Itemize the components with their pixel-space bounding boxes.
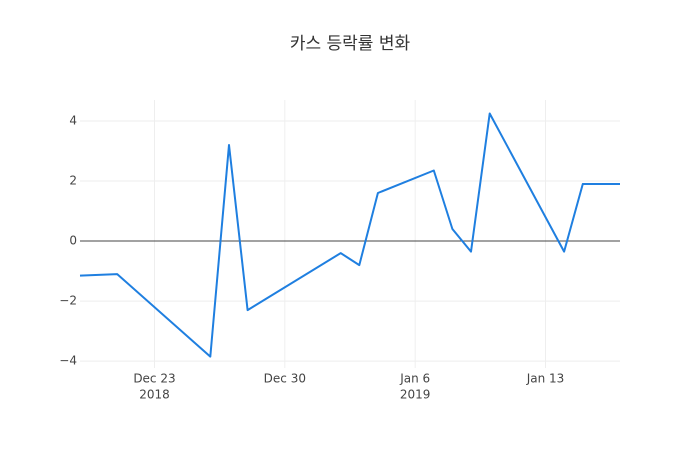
y-tick-label: −4: [59, 354, 77, 368]
x-tick-label: Jan 6: [399, 372, 430, 386]
x-tick-label: Dec 30: [264, 372, 306, 386]
chart-title: 카스 등락률 변화: [290, 34, 411, 54]
y-tick-label: 4: [69, 114, 77, 128]
y-tick-label: 2: [69, 174, 77, 188]
x-tick-year: 2019: [400, 388, 431, 402]
y-tick-label: 0: [69, 234, 77, 248]
x-tick-label: Dec 23: [133, 372, 175, 386]
x-tick-label: Jan 13: [526, 372, 565, 386]
x-tick-year: 2018: [139, 388, 170, 402]
y-tick-label: −2: [59, 294, 77, 308]
line: [79, 112, 620, 358]
